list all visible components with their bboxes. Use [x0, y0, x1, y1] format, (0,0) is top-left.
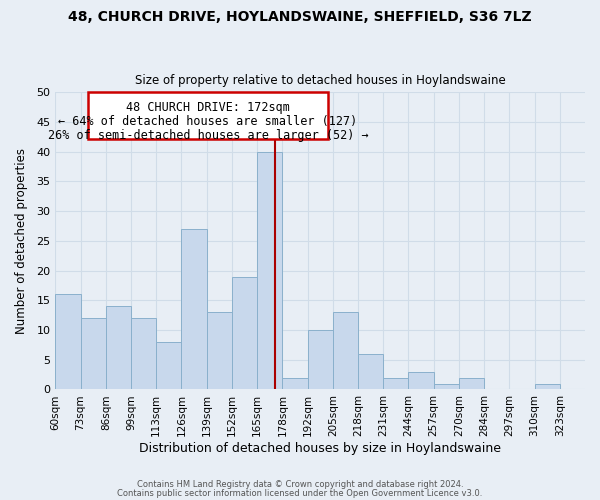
Text: Contains public sector information licensed under the Open Government Licence v3: Contains public sector information licen…	[118, 488, 482, 498]
Text: ← 64% of detached houses are smaller (127): ← 64% of detached houses are smaller (12…	[58, 115, 358, 128]
Bar	[80, 318, 106, 390]
Bar	[283, 378, 308, 390]
Text: 48 CHURCH DRIVE: 172sqm: 48 CHURCH DRIVE: 172sqm	[126, 101, 290, 114]
Bar	[409, 372, 434, 390]
Bar	[333, 312, 358, 390]
Bar	[358, 354, 383, 390]
Text: 48, CHURCH DRIVE, HOYLANDSWAINE, SHEFFIELD, S36 7LZ: 48, CHURCH DRIVE, HOYLANDSWAINE, SHEFFIE…	[68, 10, 532, 24]
Bar	[257, 152, 283, 390]
Bar	[181, 229, 206, 390]
Bar	[106, 306, 131, 390]
Y-axis label: Number of detached properties: Number of detached properties	[15, 148, 28, 334]
Bar	[459, 378, 484, 390]
Title: Size of property relative to detached houses in Hoylandswaine: Size of property relative to detached ho…	[135, 74, 506, 87]
Bar	[156, 342, 181, 390]
Bar	[308, 330, 333, 390]
Text: Contains HM Land Registry data © Crown copyright and database right 2024.: Contains HM Land Registry data © Crown c…	[137, 480, 463, 489]
Bar	[55, 294, 80, 390]
X-axis label: Distribution of detached houses by size in Hoylandswaine: Distribution of detached houses by size …	[139, 442, 501, 455]
Bar	[535, 384, 560, 390]
FancyBboxPatch shape	[88, 92, 328, 138]
Text: 26% of semi-detached houses are larger (52) →: 26% of semi-detached houses are larger (…	[47, 128, 368, 141]
Bar	[131, 318, 156, 390]
Bar	[206, 312, 232, 390]
Bar	[383, 378, 409, 390]
Bar	[434, 384, 459, 390]
Bar	[232, 276, 257, 390]
